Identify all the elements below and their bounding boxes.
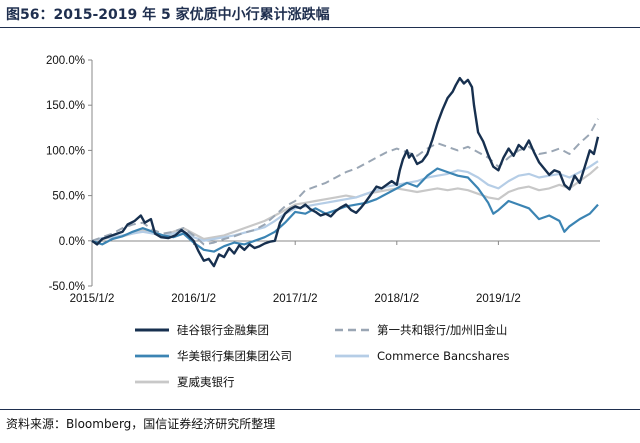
y-tick-label: 200.0% [46, 55, 85, 67]
x-tick-label: 2017/1/2 [273, 293, 318, 305]
series-line [91, 167, 599, 253]
bottom-rule [0, 409, 640, 410]
series-line [91, 160, 599, 242]
x-tick-label: 2016/1/2 [171, 293, 216, 305]
y-tick-label: 150.0% [46, 100, 85, 112]
top-rule [0, 27, 640, 28]
series-line [91, 165, 599, 242]
legend-label: 夏威夷银行 [177, 375, 235, 389]
series-line [91, 118, 599, 246]
legend-label: 第一共和银行/加州旧金山 [377, 323, 507, 337]
y-tick-label: 0.0% [59, 236, 85, 248]
figure-title: 图56：2015-2019 年 5 家优质中小行累计涨跌幅 [6, 7, 330, 23]
y-tick-label: 100.0% [46, 145, 85, 157]
legend-label: 硅谷银行金融集团 [177, 323, 269, 337]
y-tick-label: -50.0% [49, 281, 85, 293]
x-tick-label: 2019/1/2 [476, 293, 521, 305]
series-group [91, 76, 600, 268]
x-tick-label: 2015/1/2 [70, 293, 115, 305]
source-note: 资料来源：Bloomberg，国信证券经济研究所整理 [6, 417, 276, 431]
line-chart: -50.0% 0.0% 50.0% 100.0% 150.0% 200.0% 2015/1/… [46, 55, 600, 389]
series-line [91, 76, 600, 268]
y-tick-label: 50.0% [52, 191, 85, 203]
legend-label: Commerce Bancshares [377, 349, 510, 363]
legend-label: 华美银行集团集团公司 [177, 349, 292, 363]
x-tick-label: 2018/1/2 [374, 293, 419, 305]
axes: -50.0% 0.0% 50.0% 100.0% 150.0% 200.0% 2015/1/… [46, 55, 600, 305]
